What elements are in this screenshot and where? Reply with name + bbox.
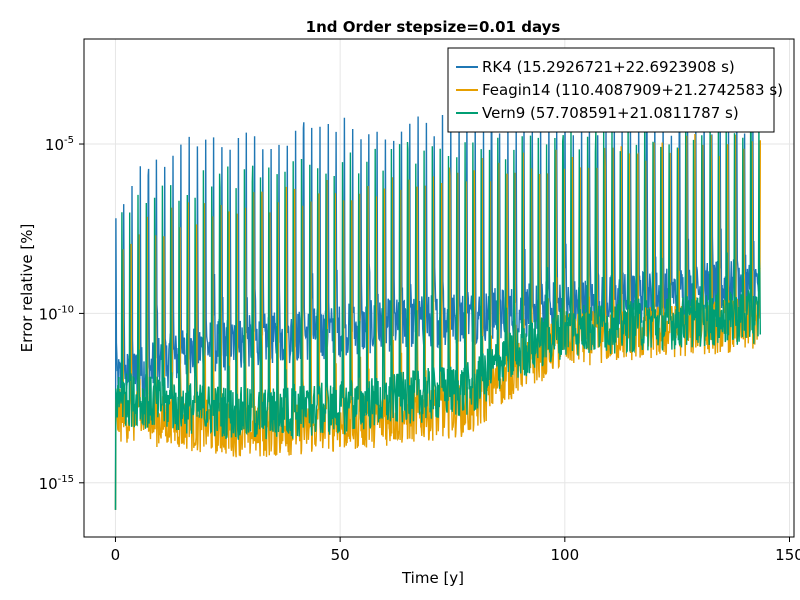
y-tick-label: 10-10 <box>39 304 74 323</box>
x-tick-label: 0 <box>111 546 121 564</box>
legend-box <box>447 47 775 133</box>
plot-frame <box>83 38 795 538</box>
x-axis-label: Time [y] <box>401 569 464 587</box>
legend-entry: RK4 (15.2926721+22.6923908 s) <box>482 58 735 76</box>
legend-entry: Feagin14 (110.4087909+21.2742583 s) <box>482 81 783 99</box>
chart-title: 1nd Order stepsize=0.01 days <box>306 18 561 36</box>
x-axis: 0 50 100 150 <box>111 537 800 564</box>
legend-entry: Vern9 (57.708591+21.0811787 s) <box>482 104 739 122</box>
y-axis: 10-15 10-10 10-5 <box>39 135 84 493</box>
y-axis-label: Error relative [%] <box>18 224 36 353</box>
legend: RK4 (15.2926721+22.6923908 s) Feagin14 (1… <box>447 47 783 133</box>
y-tick-label: 10-15 <box>39 474 74 493</box>
y-tick-label: 10-5 <box>45 135 74 154</box>
x-tick-label: 150 <box>775 546 800 564</box>
x-tick-label: 50 <box>331 546 350 564</box>
x-tick-label: 100 <box>551 546 580 564</box>
series-layer <box>114 110 761 510</box>
series-line <box>114 120 761 510</box>
